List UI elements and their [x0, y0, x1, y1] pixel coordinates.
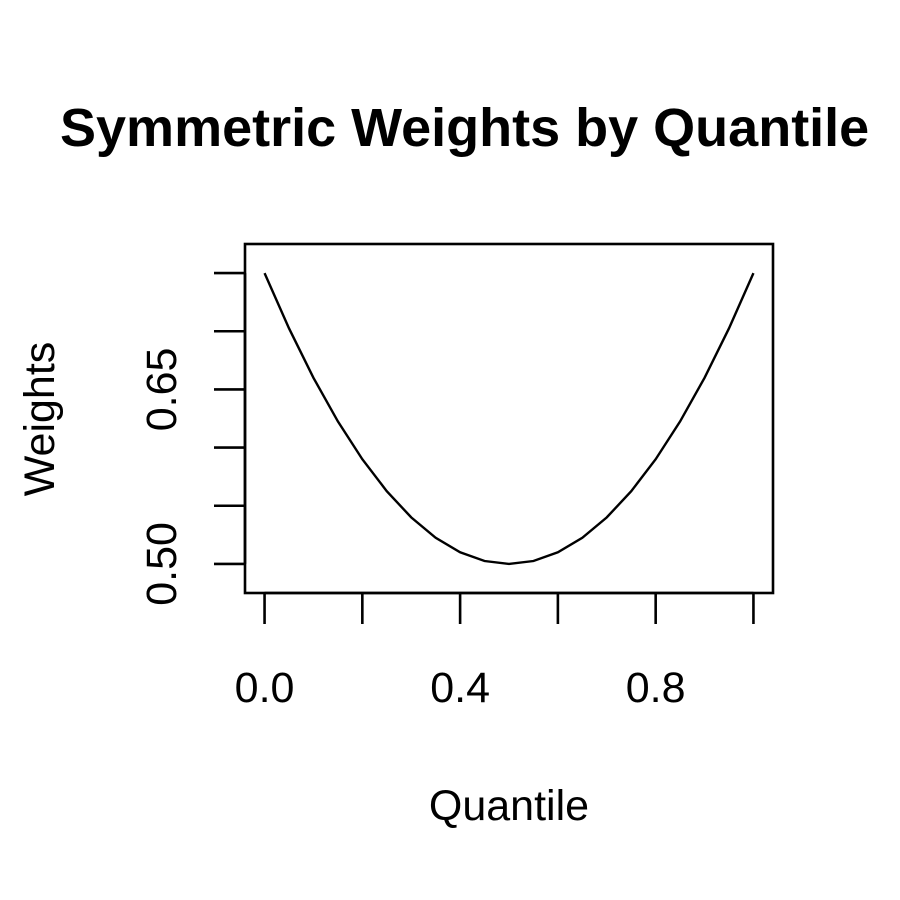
plot-frame — [243, 242, 775, 595]
x-axis-label: Quantile — [429, 782, 589, 830]
x-tick-label: 0.4 — [430, 664, 490, 712]
y-axis-label: Weights — [16, 342, 64, 497]
weights-curve — [263, 272, 755, 566]
x-tick-label: 0.0 — [235, 664, 295, 712]
x-axis: 0.0 0.4 0.8 — [235, 591, 755, 712]
chart-title: Symmetric Weights by Quantile — [60, 98, 869, 158]
y-tick-label: 0.50 — [138, 522, 186, 606]
x-tick-label: 0.8 — [626, 664, 686, 712]
y-axis: 0.50 0.65 — [138, 271, 247, 606]
y-tick-label: 0.65 — [138, 348, 186, 432]
